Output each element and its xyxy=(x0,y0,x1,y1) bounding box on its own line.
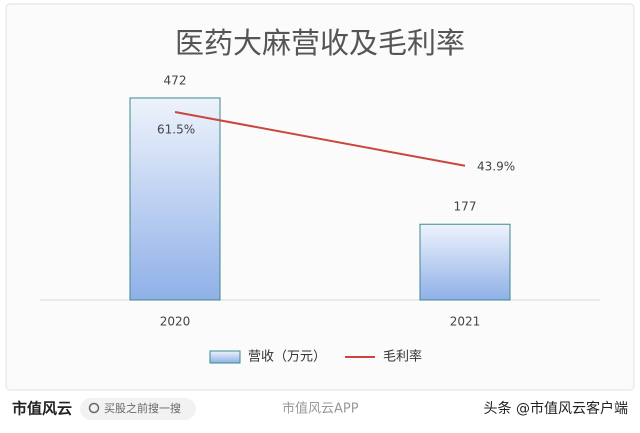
line-value-label: 43.9% xyxy=(477,159,515,173)
footer-app: 市值风云APP xyxy=(282,401,359,417)
bar xyxy=(419,223,511,301)
line-series xyxy=(174,111,466,167)
legend-swatch xyxy=(209,350,241,364)
chart-card xyxy=(5,3,635,391)
x-tick-label: 2020 xyxy=(160,315,191,329)
legend-label: 营收（万元） xyxy=(248,350,326,365)
footer-brand: 市值风云 xyxy=(12,400,72,418)
line-value-label: 61.5% xyxy=(157,122,195,136)
footer-source: 头条 @市值风云客户端 xyxy=(484,400,628,417)
chart-title: 医药大麻营收及毛利率 xyxy=(175,26,465,60)
x-tick-label: 2021 xyxy=(450,315,481,329)
search-placeholder: 买股之前搜一搜 xyxy=(104,401,181,415)
search-icon xyxy=(88,402,100,414)
bar-value-label: 472 xyxy=(164,73,187,87)
search-box[interactable] xyxy=(80,398,196,420)
bar xyxy=(129,97,221,301)
bar-value-label: 177 xyxy=(454,200,477,214)
legend-label: 毛利率 xyxy=(383,349,422,365)
